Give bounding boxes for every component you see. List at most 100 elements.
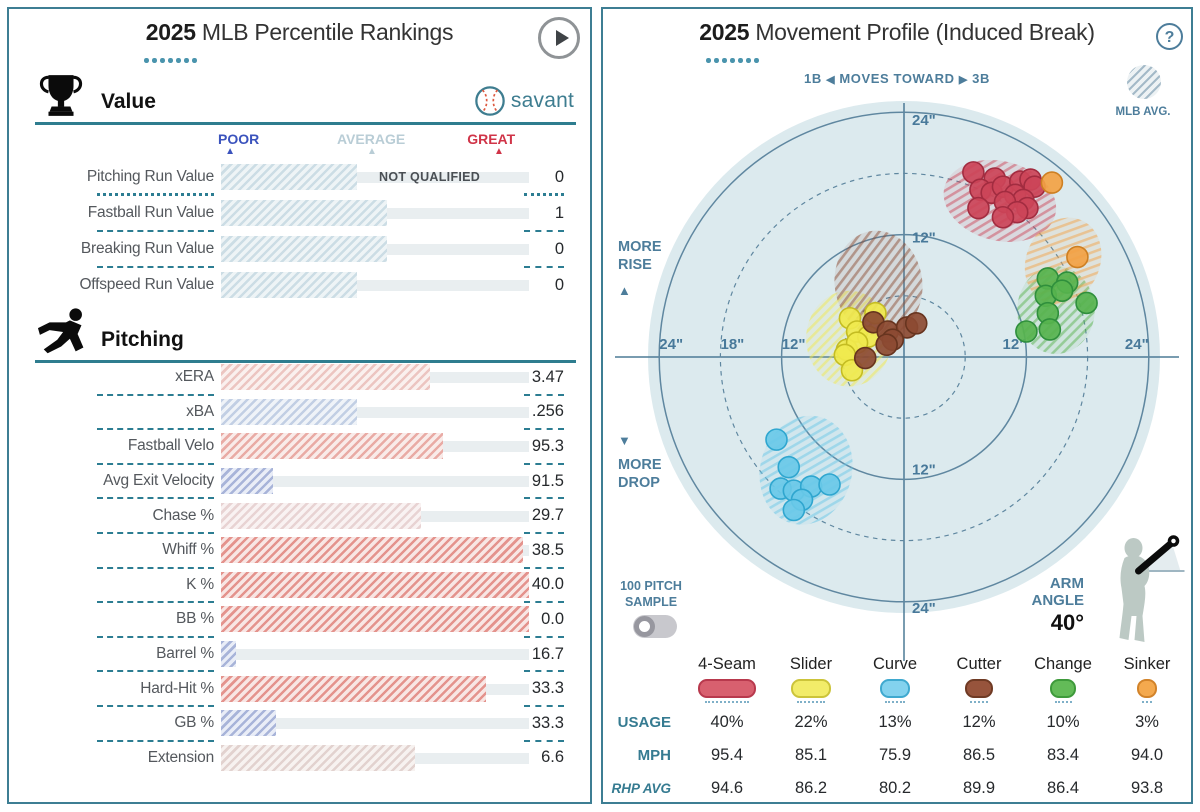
pitcher-icon <box>37 308 84 354</box>
row-separator <box>97 230 214 232</box>
stat-label: GB % <box>174 714 214 732</box>
moves-toward-label: MOVES TOWARD <box>839 71 955 86</box>
row-separator <box>97 635 214 638</box>
row-separator <box>524 670 564 673</box>
pill-underline-dots <box>969 701 989 703</box>
pill-underline-dots <box>705 701 749 703</box>
percentile-row: Whiff % 38.5 <box>35 533 576 569</box>
svg-text:24": 24" <box>659 336 683 353</box>
percentile-row: Avg Exit Velocity 91.5 <box>35 464 576 500</box>
mph-sinker: 94.0 <box>1130 746 1164 764</box>
baseball-icon <box>475 86 505 116</box>
pitch-name-cutter: Cutter <box>956 655 1002 673</box>
percentile-row: Offspeed Run Value 0 <box>35 267 576 303</box>
pill-underline-dots <box>885 701 905 703</box>
pitch-name-changeup: Change <box>1034 655 1092 673</box>
help-button[interactable]: ? <box>1156 23 1183 50</box>
play-icon <box>556 30 569 46</box>
stat-label: xERA <box>175 368 214 386</box>
usage-sinker: 3% <box>1135 713 1159 731</box>
svg-text:12": 12" <box>782 336 806 353</box>
percentile-row: Extension 6.6 <box>35 741 576 776</box>
mph-curve: 75.9 <box>878 746 912 764</box>
row-separator <box>97 601 214 604</box>
bar-fill <box>221 675 486 702</box>
bar-fill <box>221 364 431 391</box>
pitch-dot-curve <box>765 428 788 451</box>
stat-value: 3.47 <box>531 367 564 386</box>
pitch-name-fourseam: 4-Seam <box>698 655 756 673</box>
stat-label: K % <box>186 575 214 593</box>
pitch-sample-toggle[interactable] <box>633 615 677 639</box>
stat-value: 0 <box>554 275 564 294</box>
row-separator <box>524 266 564 268</box>
trophy-icon <box>39 75 83 116</box>
stat-value: 95.3 <box>531 436 564 455</box>
title-text: MLB Percentile Rankings <box>201 19 454 45</box>
movement-chart: 24" 18" 12" 12" 24"24"12"12"24" <box>615 101 1179 661</box>
mph-cutter: 86.5 <box>962 746 996 764</box>
pitch-pill-cell-fourseam <box>685 679 769 706</box>
toggle-knob <box>634 616 655 638</box>
stat-label: Whiff % <box>162 541 214 559</box>
row-separator <box>97 566 214 569</box>
bar-fill <box>221 468 274 495</box>
bar-fill <box>221 433 443 460</box>
row-separator <box>97 704 214 707</box>
row-separator <box>97 428 214 431</box>
percentile-row: Fastball Velo 95.3 <box>35 429 576 465</box>
percentile-scale-header: POOR AVERAGE GREAT ▲ ▲ ▲ <box>214 131 522 161</box>
pitching-section-header: Pitching <box>35 302 576 363</box>
scale-average-label: AVERAGE <box>336 131 406 147</box>
row-separator <box>524 704 564 707</box>
svg-text:24": 24" <box>1125 336 1149 353</box>
left-arrow-icon: ◀ <box>826 74 836 86</box>
mph-changeup: 83.4 <box>1046 746 1080 764</box>
table-corner <box>603 652 685 679</box>
percentile-bar <box>221 710 529 737</box>
title-text: Movement Profile (Induced Break) <box>755 19 1095 45</box>
stat-label: Breaking Run Value <box>80 240 214 257</box>
average-marker-icon: ▲ <box>367 146 377 157</box>
row-separator <box>524 497 564 500</box>
movement-panel-title: 2025 Movement Profile (Induced Break) <box>603 19 1191 46</box>
pitch-sample-control: 100 PITCH SAMPLE <box>609 579 693 639</box>
row-separator <box>524 193 564 196</box>
rhp_avg-sinker: 93.8 <box>1130 779 1164 797</box>
percentile-row: Chase % 29.7 <box>35 498 576 534</box>
pitch-dot-curve <box>818 473 841 496</box>
table-corner <box>603 679 685 706</box>
percentile-bar <box>221 571 529 598</box>
pitch-pill-cell-cutter <box>937 679 1021 706</box>
row-separator <box>97 393 214 396</box>
row-separator <box>97 670 214 673</box>
title-year: 2025 <box>699 19 750 45</box>
pitch-dot-changeup <box>1038 318 1062 341</box>
pitch-pill-cell-curve <box>853 679 937 706</box>
percentile-row: Barrel % 16.7 <box>35 637 576 673</box>
pitch-stats-table: 4-Seam Slider Curve Cutter Change Sinker USAG… <box>603 652 1191 805</box>
pitch-pill-cell-slider <box>769 679 853 706</box>
stat-value: 38.5 <box>531 540 564 559</box>
stat-value: .256 <box>531 402 564 421</box>
percentile-row: BB % 0.0 <box>35 602 576 638</box>
stat-value: 40.0 <box>531 575 564 594</box>
stat-value: 6.6 <box>541 748 564 767</box>
value-section-header: Value savant <box>35 64 576 125</box>
more-drop-label: ▼ MORE DROP <box>618 433 662 492</box>
bar-fill <box>221 710 277 737</box>
percentile-row: xBA .256 <box>35 395 576 431</box>
row-separator <box>524 462 564 465</box>
pitching-section-title: Pitching <box>101 328 184 351</box>
row-separator <box>97 193 214 196</box>
percentile-bar <box>221 675 529 702</box>
mph-slider: 85.1 <box>794 746 828 764</box>
savant-logo[interactable]: savant <box>474 85 574 117</box>
percentile-panel-title: 2025 MLB Percentile Rankings <box>9 19 590 46</box>
percentile-bar <box>221 364 529 391</box>
poor-marker-icon: ▲ <box>225 146 235 157</box>
play-button[interactable] <box>538 17 580 59</box>
pitch-pill-icon <box>964 679 994 698</box>
bar-fill <box>221 398 357 425</box>
